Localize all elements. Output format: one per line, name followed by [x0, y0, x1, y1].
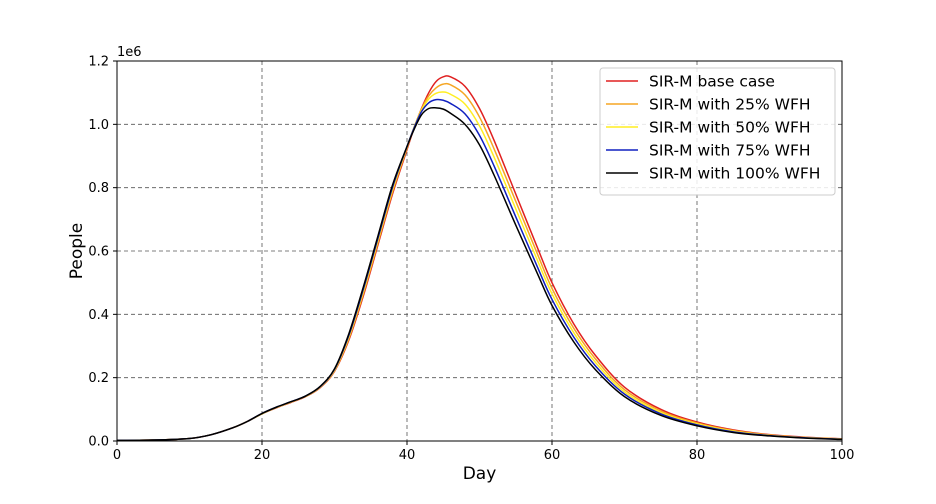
y-tick-label: 0.8: [88, 181, 109, 196]
x-tick-label: 100: [830, 448, 855, 463]
y-tick-label: 0.4: [88, 308, 109, 323]
legend-box: [599, 67, 836, 196]
y-axis-ticks: 0.0 0.2 0.4 0.6 0.8 1.0 1.2: [88, 55, 117, 450]
legend-label: SIR-M with 100% WFH: [649, 165, 820, 183]
y-tick-label: 0.6: [88, 245, 109, 260]
legend: SIR-M base case SIR-M with 25% WFH SIR-M w…: [599, 67, 836, 196]
y-tick-label: 1.2: [88, 55, 109, 70]
x-tick-label: 80: [689, 448, 706, 463]
y-tick-label: 0.0: [88, 435, 109, 450]
x-tick-label: 40: [399, 448, 416, 463]
y-axis-label: People: [67, 223, 87, 279]
x-tick-label: 0: [113, 448, 121, 463]
legend-label: SIR-M with 75% WFH: [649, 142, 811, 160]
x-axis-ticks: 0 20 40 60 80 100: [113, 441, 855, 463]
y-tick-label: 0.2: [88, 371, 109, 386]
legend-label: SIR-M with 25% WFH: [649, 96, 811, 114]
y-tick-label: 1.0: [88, 118, 109, 133]
x-axis-label: Day: [463, 464, 497, 484]
y-axis-offset-label: 1e6: [117, 45, 142, 60]
series-layer: [116, 75, 843, 442]
x-tick-label: 60: [544, 448, 561, 463]
legend-label: SIR-M base case: [649, 73, 775, 91]
series-line-5: [116, 106, 843, 442]
x-tick-label: 20: [254, 448, 271, 463]
legend-label: SIR-M with 50% WFH: [649, 119, 811, 137]
